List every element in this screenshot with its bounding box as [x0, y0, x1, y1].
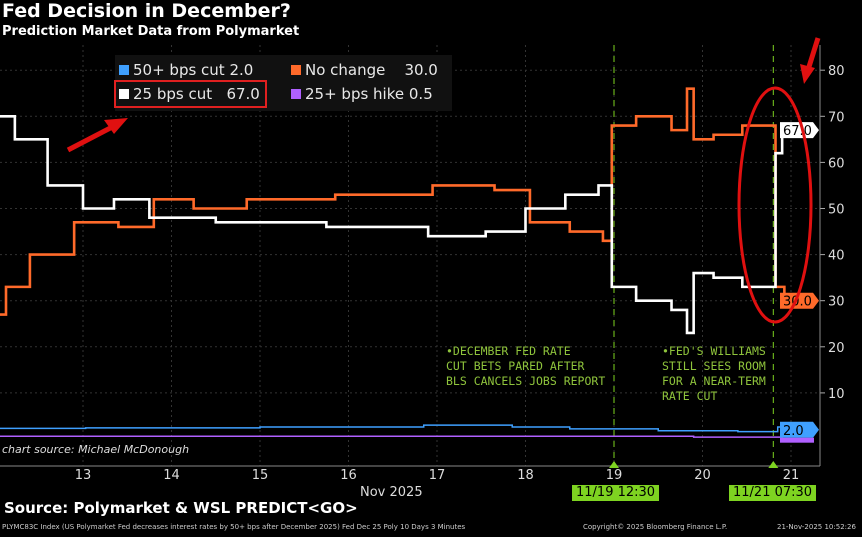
value-tag-label: 30.0 — [783, 295, 812, 310]
x-tick-label: 18 — [517, 468, 534, 483]
legend-label: 50+ bps cut — [133, 61, 225, 79]
x-tick-label: 17 — [429, 468, 446, 483]
series-line-25-bps-hike — [0, 435, 791, 438]
swatch-icon — [291, 65, 301, 75]
series-line-25-bps-cut — [0, 115, 791, 335]
y-tick-label: 70 — [828, 110, 845, 125]
value-tag — [780, 122, 819, 139]
value-tag — [780, 421, 819, 438]
legend-value: 0.5 — [408, 85, 433, 103]
annotation-bls: •DECEMBER FED RATE CUT BETS PARED AFTER … — [446, 344, 606, 388]
legend-item-25bps-hike: 25+ bps hike 0.5 — [291, 85, 433, 103]
legend-value: 30.0 — [404, 61, 438, 79]
value-tag-hike — [780, 437, 814, 443]
event-marker-label: 11/21 07:30 — [729, 485, 817, 501]
x-tick-label: 21 — [783, 468, 800, 483]
legend-label: 25 bps cut — [133, 85, 213, 103]
timestamp: 21-Nov-2025 10:52:26 — [777, 523, 856, 531]
legend-value: 2.0 — [229, 61, 254, 79]
x-tick-label: 13 — [75, 468, 92, 483]
source-text: Source: Polymarket & WSL PREDICT<GO> — [4, 499, 358, 517]
page-subtitle: Prediction Market Data from Polymarket — [2, 24, 300, 39]
x-tick-label: 19 — [606, 468, 623, 483]
y-tick-label: 20 — [828, 341, 845, 356]
x-tick-label: 20 — [694, 468, 711, 483]
swatch-icon — [119, 89, 129, 99]
x-tick-label: 14 — [163, 468, 180, 483]
arrow-icon — [66, 121, 120, 153]
value-tag — [780, 292, 819, 309]
swatch-icon — [119, 65, 129, 75]
index-description: PLYMC83C Index (US Polymarket Fed decrea… — [2, 523, 466, 531]
event-marker-triangle — [609, 461, 619, 468]
y-tick-label: 40 — [828, 249, 845, 264]
value-tag-label: 67.0 — [783, 124, 812, 139]
legend-label: No change — [305, 61, 386, 79]
value-tag-label: 2.0 — [783, 424, 804, 439]
event-marker-triangle — [768, 461, 779, 468]
event-marker-label: 11/19 12:30 — [572, 485, 660, 501]
y-tick-label: 30 — [828, 295, 845, 310]
arrow-icon — [805, 37, 821, 71]
y-tick-label: 10 — [828, 387, 845, 402]
series-line-50-bps-cut — [0, 424, 791, 433]
legend-item-50bps-cut: 50+ bps cut 2.0 — [119, 61, 253, 79]
arrow-head-icon — [800, 64, 815, 84]
series-line-no-change — [0, 87, 791, 316]
x-tick-label: 15 — [252, 468, 269, 483]
y-tick-label: 50 — [828, 203, 845, 218]
legend-label: 25+ bps hike — [305, 85, 405, 103]
arrow-head-icon — [104, 118, 128, 134]
legend: 50+ bps cut 2.0 No change 30.0 25 bps cu… — [114, 55, 452, 111]
legend-item-no-change: No change 30.0 — [291, 61, 438, 79]
legend-item-25bps-cut: 25 bps cut 67.0 — [114, 80, 267, 108]
annotation-williams: •FED'S WILLIAMS STILL SEES ROOM FOR A NE… — [662, 344, 766, 403]
legend-value: 67.0 — [226, 85, 260, 103]
y-tick-label: 80 — [828, 64, 845, 79]
y-tick-label: 60 — [828, 156, 845, 171]
highlight-ellipse — [737, 86, 813, 324]
x-tick-label: 16 — [340, 468, 357, 483]
chart-source: chart source: Michael McDonough — [2, 443, 190, 456]
x-axis-label: Nov 2025 — [360, 485, 423, 500]
page-title: Fed Decision in December? — [2, 0, 291, 22]
copyright: Copyright© 2025 Bloomberg Finance L.P. — [583, 523, 728, 531]
swatch-icon — [291, 89, 301, 99]
